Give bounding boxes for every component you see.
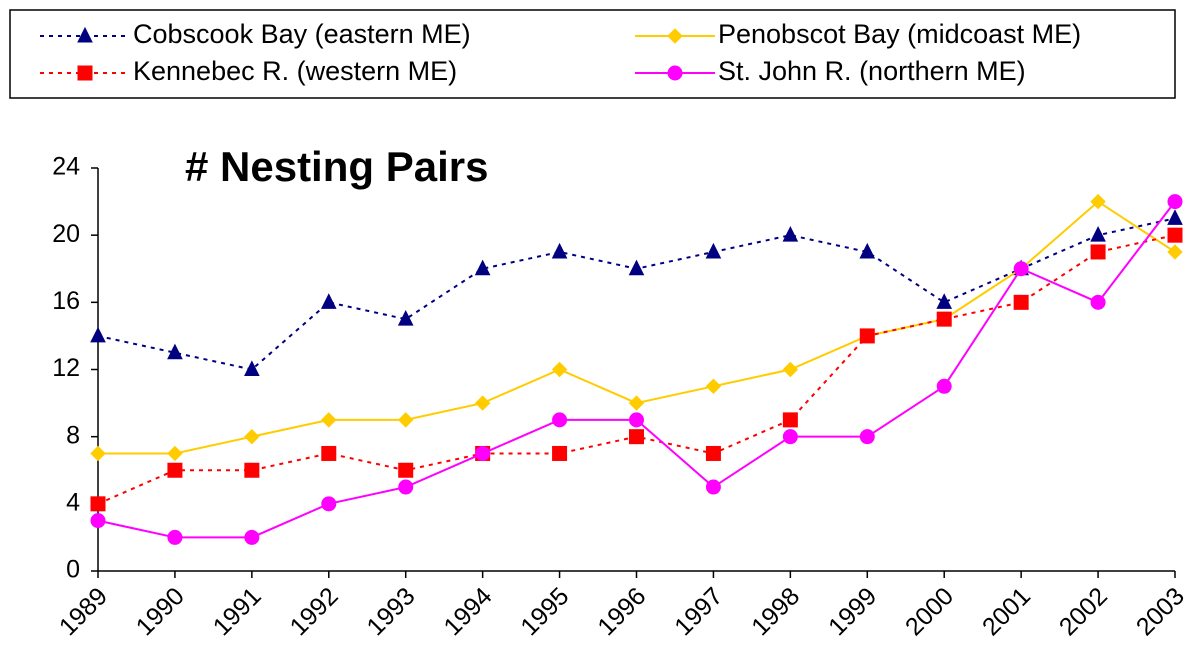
marker bbox=[77, 65, 93, 81]
marker bbox=[705, 242, 722, 259]
marker bbox=[936, 311, 952, 327]
x-tick-label: 1999 bbox=[823, 582, 882, 641]
marker bbox=[90, 513, 106, 529]
marker bbox=[859, 242, 876, 259]
x-tick-label: 2002 bbox=[1054, 582, 1113, 641]
marker bbox=[551, 242, 568, 259]
marker bbox=[859, 328, 875, 344]
marker bbox=[1090, 226, 1106, 242]
marker bbox=[1090, 294, 1106, 310]
marker bbox=[397, 310, 414, 326]
marker bbox=[244, 360, 260, 376]
x-tick-label: 2001 bbox=[977, 582, 1036, 641]
series-line bbox=[97, 234, 1176, 505]
x-tick-label: 1993 bbox=[361, 582, 420, 641]
marker bbox=[167, 343, 183, 360]
marker bbox=[167, 462, 183, 478]
series-line bbox=[97, 217, 1176, 371]
marker bbox=[705, 378, 722, 394]
marker bbox=[474, 259, 491, 276]
marker bbox=[167, 529, 183, 545]
marker bbox=[782, 226, 799, 242]
marker bbox=[90, 326, 106, 343]
marker bbox=[551, 361, 568, 378]
y-tick-label: 8 bbox=[66, 421, 80, 449]
marker bbox=[167, 445, 183, 462]
marker bbox=[1090, 244, 1106, 260]
legend-label: Kennebec R. (western ME) bbox=[133, 56, 457, 86]
marker bbox=[77, 26, 93, 43]
marker bbox=[90, 445, 106, 462]
marker bbox=[782, 361, 799, 378]
marker bbox=[667, 28, 683, 44]
marker bbox=[474, 395, 491, 411]
x-tick-label: 2000 bbox=[900, 582, 959, 641]
marker bbox=[782, 429, 798, 445]
marker bbox=[320, 293, 337, 309]
marker bbox=[321, 496, 337, 512]
marker bbox=[667, 65, 683, 81]
x-tick-label: 1991 bbox=[208, 582, 267, 641]
x-tick-label: 1998 bbox=[746, 582, 805, 641]
marker bbox=[1090, 193, 1106, 210]
marker bbox=[705, 479, 721, 495]
x-tick-label: 2003 bbox=[1131, 582, 1188, 641]
x-tick-label: 1994 bbox=[438, 582, 497, 641]
marker bbox=[398, 412, 414, 428]
marker bbox=[859, 429, 875, 445]
marker bbox=[628, 259, 645, 276]
marker bbox=[475, 445, 491, 461]
x-tick-label: 1989 bbox=[54, 582, 113, 641]
marker bbox=[628, 395, 645, 411]
marker bbox=[1013, 294, 1029, 310]
y-tick-label: 12 bbox=[52, 354, 80, 382]
marker bbox=[1167, 244, 1183, 260]
x-tick-label: 1995 bbox=[515, 582, 574, 641]
marker bbox=[782, 412, 798, 428]
marker bbox=[552, 445, 568, 461]
legend-box bbox=[9, 9, 1176, 99]
x-tick-label: 1996 bbox=[592, 582, 651, 641]
legend-label: St. John R. (northern ME) bbox=[718, 56, 1026, 86]
marker bbox=[705, 445, 721, 461]
x-tick-label: 1997 bbox=[669, 582, 728, 641]
marker bbox=[629, 412, 644, 428]
y-tick-label: 0 bbox=[66, 556, 80, 584]
marker bbox=[936, 378, 952, 394]
y-tick-label: 16 bbox=[52, 287, 80, 315]
series-line bbox=[97, 200, 1176, 539]
marker bbox=[629, 429, 644, 445]
marker bbox=[244, 529, 260, 545]
y-tick-label: 20 bbox=[52, 220, 80, 248]
chart-title: # Nesting Pairs bbox=[185, 143, 488, 190]
legend-label: Penobscot Bay (midcoast ME) bbox=[718, 19, 1081, 49]
x-tick-label: 1990 bbox=[131, 582, 190, 641]
marker bbox=[244, 428, 260, 445]
marker bbox=[936, 293, 953, 309]
y-tick-label: 24 bbox=[52, 153, 80, 181]
x-tick-label: 1992 bbox=[285, 582, 344, 641]
marker bbox=[398, 479, 414, 495]
marker bbox=[1167, 194, 1183, 210]
legend-label: Cobscook Bay (eastern ME) bbox=[133, 19, 471, 49]
marker bbox=[1167, 209, 1183, 225]
marker bbox=[244, 462, 260, 478]
marker bbox=[1167, 227, 1183, 243]
marker bbox=[552, 412, 568, 428]
y-tick-label: 4 bbox=[66, 488, 80, 516]
marker bbox=[90, 496, 106, 512]
marker bbox=[321, 445, 337, 461]
marker bbox=[1013, 261, 1029, 277]
marker bbox=[398, 462, 414, 478]
marker bbox=[321, 412, 337, 428]
